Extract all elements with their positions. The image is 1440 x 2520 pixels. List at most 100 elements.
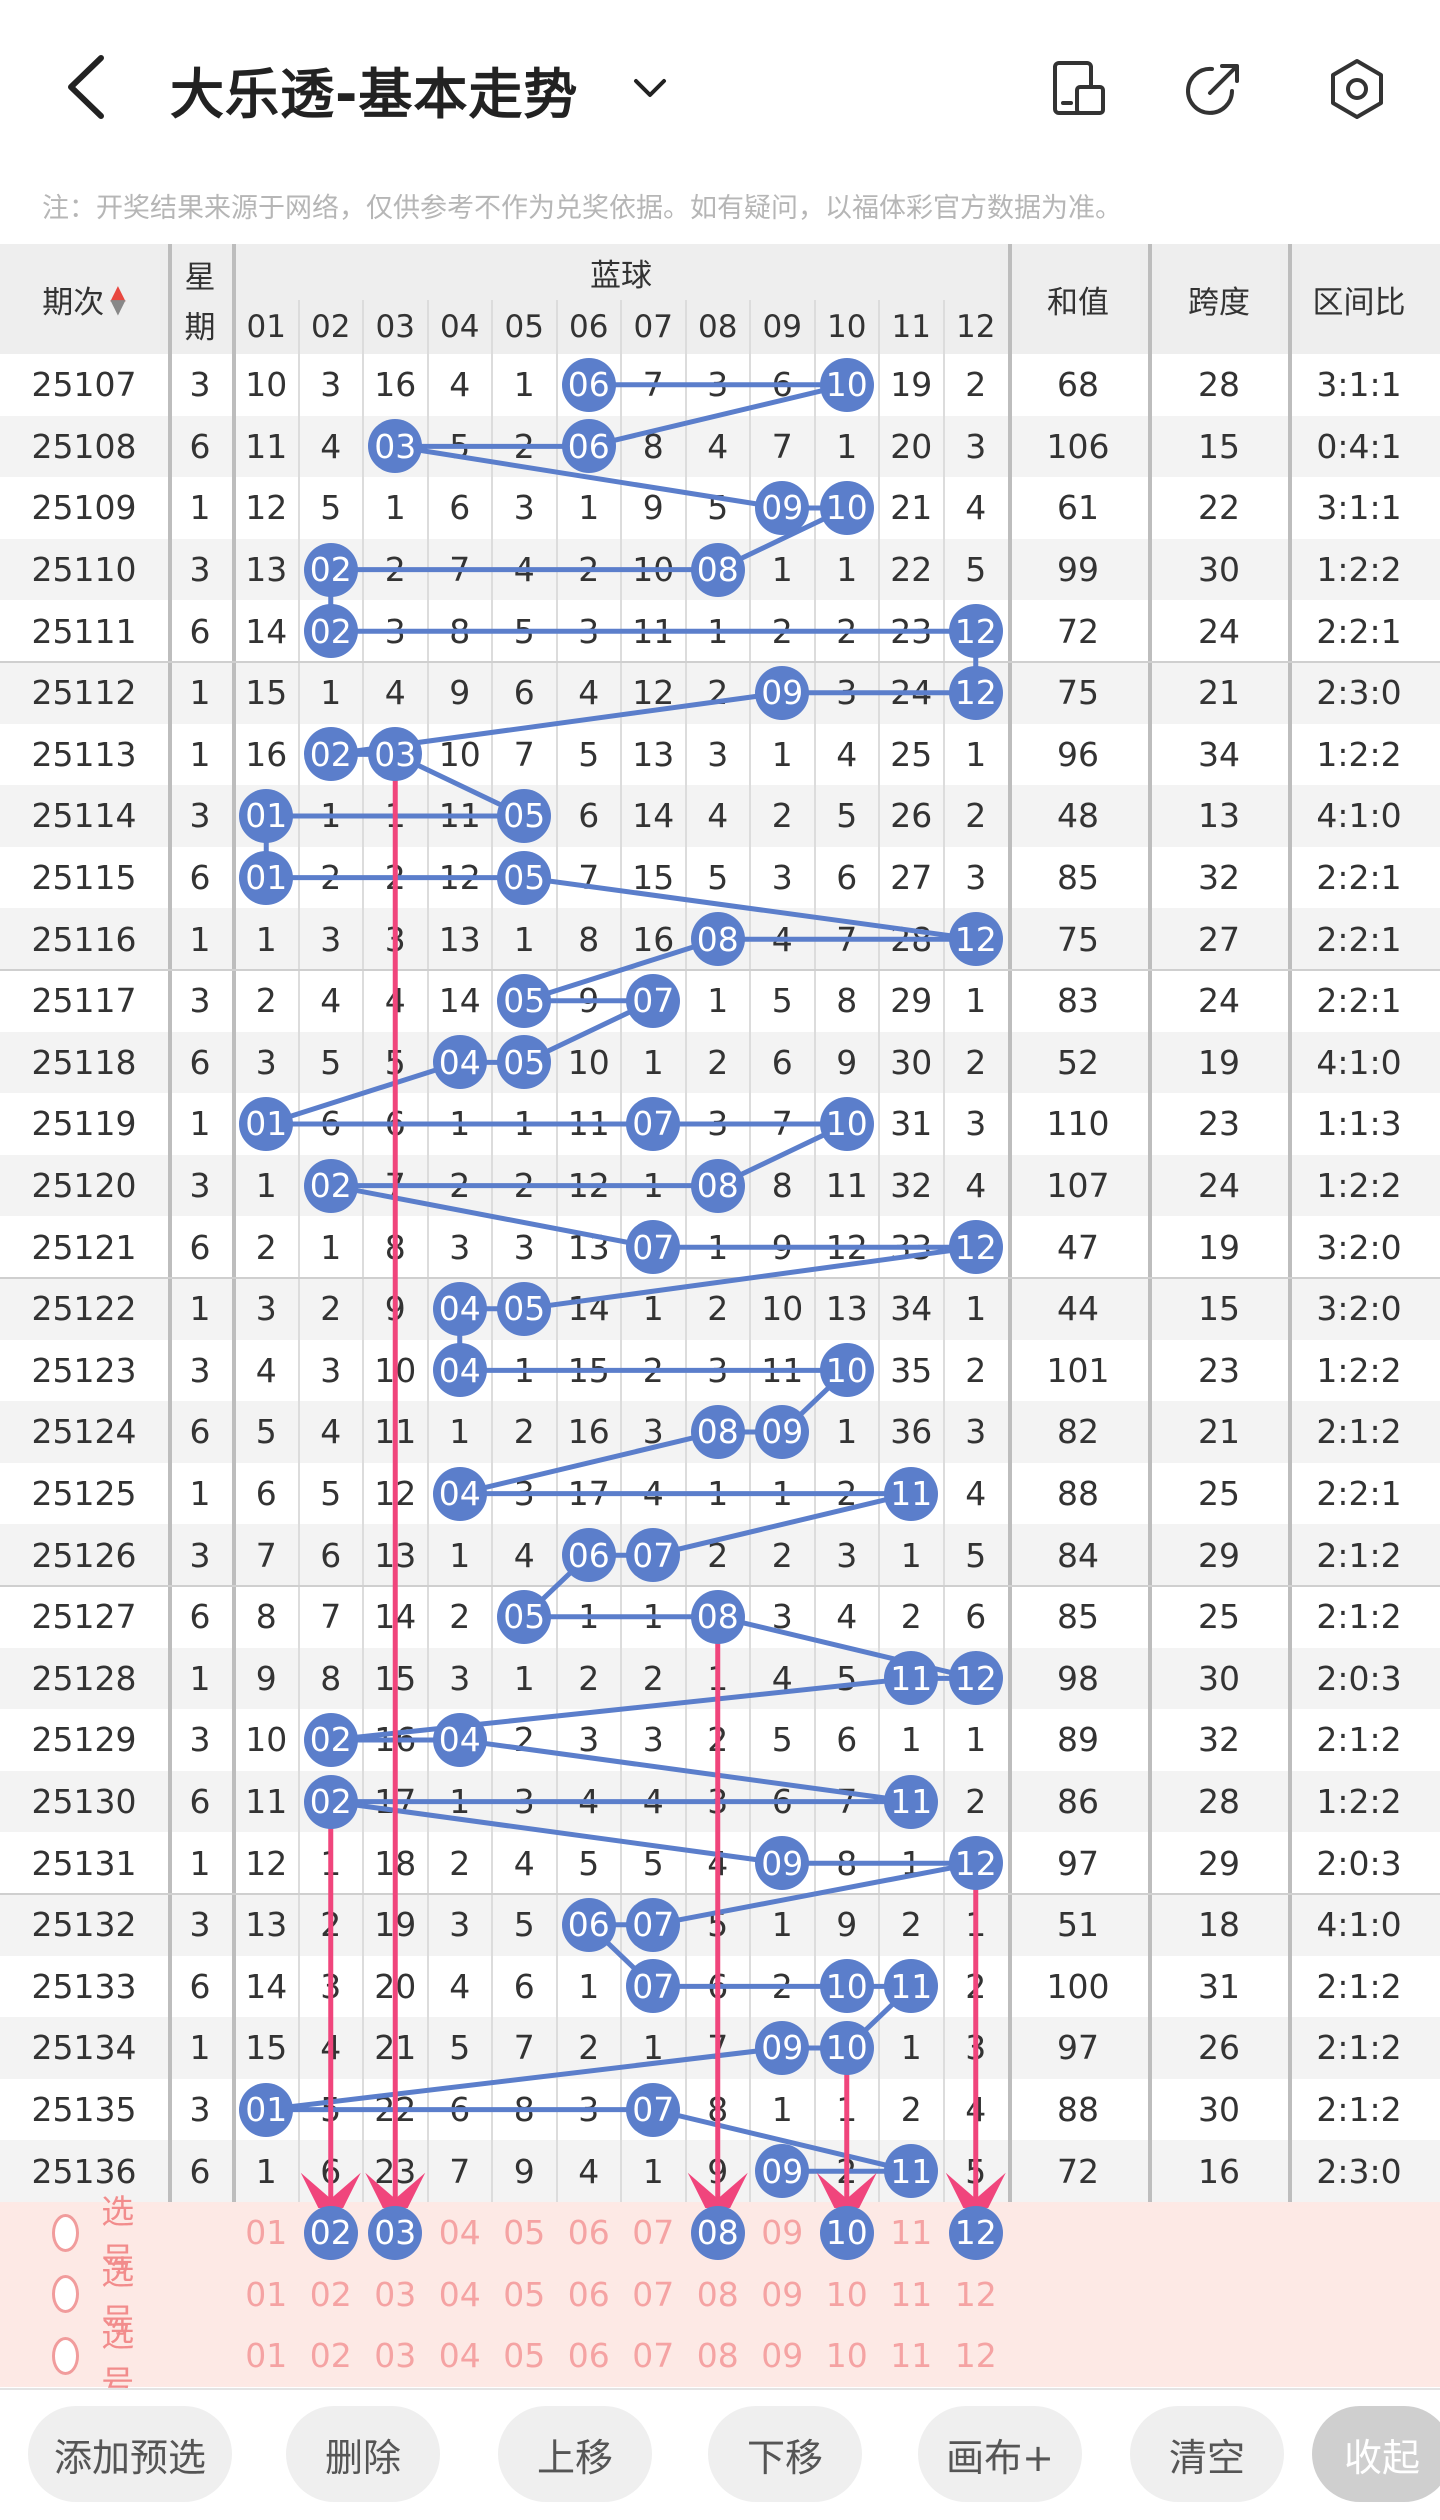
- selection-number[interactable]: 06: [567, 2213, 610, 2253]
- selection-number[interactable]: 03: [374, 2213, 417, 2253]
- miss-count-cell: 1: [642, 2151, 664, 2191]
- selection-number[interactable]: 04: [438, 2336, 481, 2376]
- selection-number[interactable]: 01: [245, 2213, 288, 2253]
- miss-count-cell: 1: [578, 488, 600, 528]
- miss-count-cell: 5: [707, 488, 729, 528]
- drawn-ball-number: 10: [825, 488, 868, 528]
- drawn-ball-number: 04: [438, 1720, 481, 1760]
- selected-ball[interactable]: [303, 2205, 358, 2260]
- miss-count-cell: 1: [642, 1042, 664, 1082]
- col-number-header: 06: [569, 309, 609, 345]
- selected-ball[interactable]: [690, 2205, 745, 2260]
- span-cell: 21: [1198, 673, 1240, 713]
- col-period-header[interactable]: 期次 ▲ ▼: [0, 244, 168, 354]
- drawn-ball-number: 07: [632, 1905, 675, 1945]
- miss-count-cell: 20: [890, 426, 933, 466]
- selection-number[interactable]: 09: [761, 2336, 804, 2376]
- selection-row-toggle[interactable]: 选号: [52, 2315, 145, 2402]
- col-number-header: 03: [375, 309, 415, 345]
- span-cell: 24: [1198, 981, 1240, 1021]
- ratio-cell: 1:2:2: [1316, 1166, 1402, 1206]
- selection-number[interactable]: 09: [761, 2213, 804, 2253]
- miss-count-cell: 1: [642, 1289, 664, 1329]
- drawn-ball-number: 09: [761, 488, 804, 528]
- back-button[interactable]: [50, 42, 120, 132]
- period-cell: 25114: [31, 796, 137, 836]
- selection-number[interactable]: 12: [954, 2213, 997, 2253]
- selection-number[interactable]: 06: [567, 2274, 610, 2314]
- span-cell: 31: [1198, 1966, 1240, 2006]
- selection-number[interactable]: 09: [761, 2274, 804, 2314]
- selection-number[interactable]: 02: [309, 2336, 352, 2376]
- col-number-header: 02: [311, 309, 351, 345]
- move-down-button[interactable]: 下移: [708, 2406, 862, 2502]
- selection-number[interactable]: 07: [632, 2213, 675, 2253]
- week-cell: 3: [189, 550, 211, 590]
- selection-number[interactable]: 05: [503, 2274, 546, 2314]
- selection-number[interactable]: 06: [567, 2336, 610, 2376]
- selection-number[interactable]: 04: [438, 2213, 481, 2253]
- selection-number[interactable]: 08: [696, 2213, 739, 2253]
- title-dropdown[interactable]: [622, 60, 678, 116]
- selection-number[interactable]: 01: [245, 2274, 288, 2314]
- selection-number[interactable]: 08: [696, 2336, 739, 2376]
- selection-number[interactable]: 10: [825, 2274, 868, 2314]
- collapse-button[interactable]: 收起: [1312, 2406, 1440, 2502]
- selection-number[interactable]: 12: [954, 2274, 997, 2314]
- period-cell: 25123: [31, 1350, 137, 1390]
- number-column-divider: [620, 300, 622, 2387]
- selection-number[interactable]: 05: [503, 2336, 546, 2376]
- selection-row-toggle[interactable]: 选号: [52, 2253, 145, 2340]
- sum-cell: 88: [1057, 2090, 1099, 2130]
- miss-count-cell: 2: [707, 1042, 729, 1082]
- ratio-cell: 2:1:2: [1316, 1535, 1402, 1575]
- miss-count-cell: 7: [771, 1104, 793, 1144]
- table-header-bg: [0, 244, 1440, 354]
- week-cell: 6: [189, 1227, 211, 1267]
- selection-number[interactable]: 10: [825, 2213, 868, 2253]
- selection-number[interactable]: 11: [890, 2213, 933, 2253]
- drawn-ball-number: 12: [954, 673, 997, 713]
- app-header: 大乐透-基本走势: [0, 0, 1440, 175]
- selected-ball[interactable]: [948, 2205, 1003, 2260]
- miss-count-cell: 1: [900, 1720, 922, 1760]
- selection-number[interactable]: 02: [309, 2213, 352, 2253]
- settings-button[interactable]: [1318, 50, 1396, 128]
- selected-ball[interactable]: [819, 2205, 874, 2260]
- ratio-cell: 2:2:1: [1316, 858, 1402, 898]
- miss-count-cell: 24: [890, 673, 933, 713]
- selection-number[interactable]: 07: [632, 2336, 675, 2376]
- selection-number[interactable]: 07: [632, 2274, 675, 2314]
- delete-button[interactable]: 删除: [286, 2406, 440, 2502]
- add-preselect-button[interactable]: 添加预选: [28, 2406, 232, 2502]
- miss-count-cell: 35: [890, 1350, 933, 1390]
- selected-ball[interactable]: [368, 2205, 423, 2260]
- move-up-button[interactable]: 上移: [498, 2406, 652, 2502]
- screen-button[interactable]: [1040, 50, 1118, 128]
- selection-number[interactable]: 03: [374, 2274, 417, 2314]
- selection-number[interactable]: 12: [954, 2336, 997, 2376]
- miss-count-cell: 11: [438, 796, 481, 836]
- miss-count-cell: 18: [374, 1843, 417, 1883]
- miss-count-cell: 5: [578, 734, 600, 774]
- miss-count-cell: 1: [836, 426, 858, 466]
- selection-number[interactable]: 11: [890, 2274, 933, 2314]
- selection-row-toggle[interactable]: 选号: [52, 2192, 145, 2279]
- selection-number[interactable]: 10: [825, 2336, 868, 2376]
- canvas-plus-button[interactable]: 画布+: [918, 2406, 1082, 2502]
- miss-count-cell: 8: [707, 2090, 729, 2130]
- clear-button[interactable]: 清空: [1130, 2406, 1284, 2502]
- page-title[interactable]: 大乐透-基本走势: [170, 63, 579, 126]
- selection-number[interactable]: 11: [890, 2336, 933, 2376]
- selection-number[interactable]: 01: [245, 2336, 288, 2376]
- drawn-ball-number: 03: [374, 426, 417, 466]
- selection-number[interactable]: 02: [309, 2274, 352, 2314]
- drawn-ball-number: 06: [567, 1905, 610, 1945]
- selection-number[interactable]: 03: [374, 2336, 417, 2376]
- action-bar: 添加预选 删除 上移 下移 画布+ 清空 收起: [0, 2388, 1440, 2520]
- selection-number[interactable]: 05: [503, 2213, 546, 2253]
- selection-number[interactable]: 08: [696, 2274, 739, 2314]
- week-cell: 1: [189, 1658, 211, 1698]
- share-button[interactable]: [1175, 50, 1253, 128]
- selection-number[interactable]: 04: [438, 2274, 481, 2314]
